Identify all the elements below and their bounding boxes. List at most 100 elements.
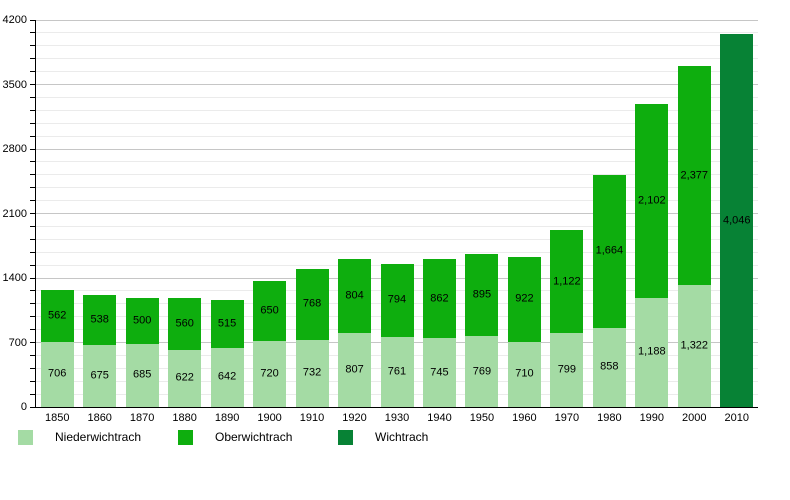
x-axis-label: 1870 <box>129 412 155 424</box>
major-gridline <box>36 148 758 150</box>
bar-segment-oberwichtrach <box>677 66 711 286</box>
bar-value-label: 1,188 <box>638 345 666 358</box>
minor-gridline <box>36 122 758 124</box>
major-gridline <box>36 19 758 21</box>
x-axis-label: 1970 <box>554 412 580 424</box>
bar-value-label: 1,322 <box>680 339 709 352</box>
bar-segment-oberwichtrach <box>550 230 584 334</box>
y-axis-tick <box>30 84 36 85</box>
y-axis-tick <box>30 45 36 47</box>
y-axis-tick <box>30 316 36 318</box>
bar-value-label: 922 <box>515 292 534 305</box>
bar-segment-niederwichtrach <box>210 347 244 407</box>
y-axis-tick <box>30 354 36 356</box>
minor-gridline <box>36 200 758 202</box>
x-axis-label: 1930 <box>384 412 410 424</box>
y-axis-tick <box>30 213 36 214</box>
x-axis-label: 1960 <box>512 412 537 424</box>
minor-gridline <box>36 251 758 253</box>
bar-segment-oberwichtrach <box>380 263 414 337</box>
x-axis-label: 1990 <box>639 412 665 424</box>
legend-label: Oberwichtrach <box>215 430 293 444</box>
legend-label: Wichtrach <box>375 430 429 444</box>
x-axis-label: 2000 <box>682 412 707 424</box>
chart-legend: Niederwichtrach Oberwichtrach Wichtrach <box>0 429 790 449</box>
y-axis-tick <box>30 174 36 176</box>
bar-value-label: 895 <box>472 288 492 301</box>
bar-segment-niederwichtrach <box>380 336 414 407</box>
bar-value-label: 2,377 <box>680 169 709 182</box>
legend-swatch-icon <box>338 429 353 445</box>
bar-value-label: 560 <box>175 317 194 330</box>
y-axis-tick <box>30 135 36 137</box>
y-axis-label: 4200 <box>2 14 27 26</box>
bar-value-label: 720 <box>260 367 279 380</box>
bar-value-label: 807 <box>345 363 364 376</box>
major-gridline <box>36 84 758 85</box>
bar-value-label: 675 <box>90 369 109 382</box>
x-axis-label: 1940 <box>427 412 452 424</box>
bar-value-label: 799 <box>557 363 577 376</box>
bar-segment-oberwichtrach <box>507 256 541 342</box>
bar-value-label: 642 <box>217 370 237 383</box>
minor-gridline <box>36 238 758 240</box>
minor-gridline <box>36 32 758 34</box>
bar-segment-niederwichtrach <box>635 297 669 407</box>
bar-value-label: 685 <box>132 368 152 381</box>
y-axis-label: 3500 <box>2 78 27 91</box>
minor-gridline <box>36 96 758 98</box>
bar-value-label: 710 <box>515 367 534 380</box>
bar-value-label: 794 <box>387 293 407 306</box>
bar-value-label: 768 <box>302 297 322 310</box>
minor-gridline <box>36 58 758 60</box>
x-axis-label: 1890 <box>214 412 240 424</box>
bar-segment-niederwichtrach <box>295 339 329 407</box>
bar-segment-niederwichtrach <box>125 343 159 407</box>
bar-segment-oberwichtrach <box>253 280 287 341</box>
y-axis-tick <box>30 109 36 111</box>
minor-gridline <box>36 225 758 227</box>
minor-gridline <box>36 174 758 176</box>
x-axis-label: 1910 <box>299 412 325 424</box>
y-axis-tick <box>30 342 36 343</box>
bar-segment-oberwichtrach <box>40 290 74 342</box>
y-axis-tick <box>30 380 36 382</box>
bar-value-label: 1,664 <box>595 244 624 257</box>
bar-segment-oberwichtrach <box>592 174 626 328</box>
x-axis-label: 1950 <box>469 412 495 424</box>
minor-gridline <box>36 45 758 47</box>
legend-item-wichtrach: Wichtrach <box>338 429 428 445</box>
y-axis-tick <box>30 393 36 395</box>
bar-value-label: 4,046 <box>722 214 751 227</box>
bar-segment-oberwichtrach <box>465 253 499 337</box>
bar-segment-oberwichtrach <box>295 268 329 340</box>
y-axis-tick <box>30 303 36 305</box>
bar-value-label: 622 <box>175 371 194 384</box>
y-axis-tick <box>30 122 36 124</box>
minor-gridline <box>36 135 758 137</box>
bar-value-label: 650 <box>260 304 279 317</box>
bar-segment-niederwichtrach <box>338 332 372 407</box>
x-axis-label: 1850 <box>44 412 70 424</box>
bar-segment-oberwichtrach <box>635 103 669 298</box>
minor-gridline <box>36 161 758 163</box>
y-axis-label: 0 <box>20 401 27 413</box>
y-axis-tick <box>30 367 36 369</box>
bar-segment-niederwichtrach <box>465 336 499 407</box>
legend-label: Niederwichtrach <box>55 430 142 444</box>
y-axis-label: 700 <box>8 336 27 349</box>
bar-value-label: 761 <box>387 365 407 378</box>
x-axis-label: 2010 <box>724 412 749 424</box>
y-axis-tick <box>30 161 36 163</box>
bar-value-label: 706 <box>48 367 67 380</box>
bar-segment-oberwichtrach <box>338 258 372 333</box>
bar-segment-niederwichtrach <box>253 340 287 407</box>
minor-gridline <box>36 187 758 189</box>
bar-value-label: 862 <box>430 292 449 305</box>
minor-gridline <box>36 71 758 73</box>
bar-value-label: 1,122 <box>553 275 581 288</box>
bar-segment-oberwichtrach <box>83 295 117 345</box>
y-axis-tick <box>30 251 36 253</box>
y-axis-tick <box>30 71 36 73</box>
